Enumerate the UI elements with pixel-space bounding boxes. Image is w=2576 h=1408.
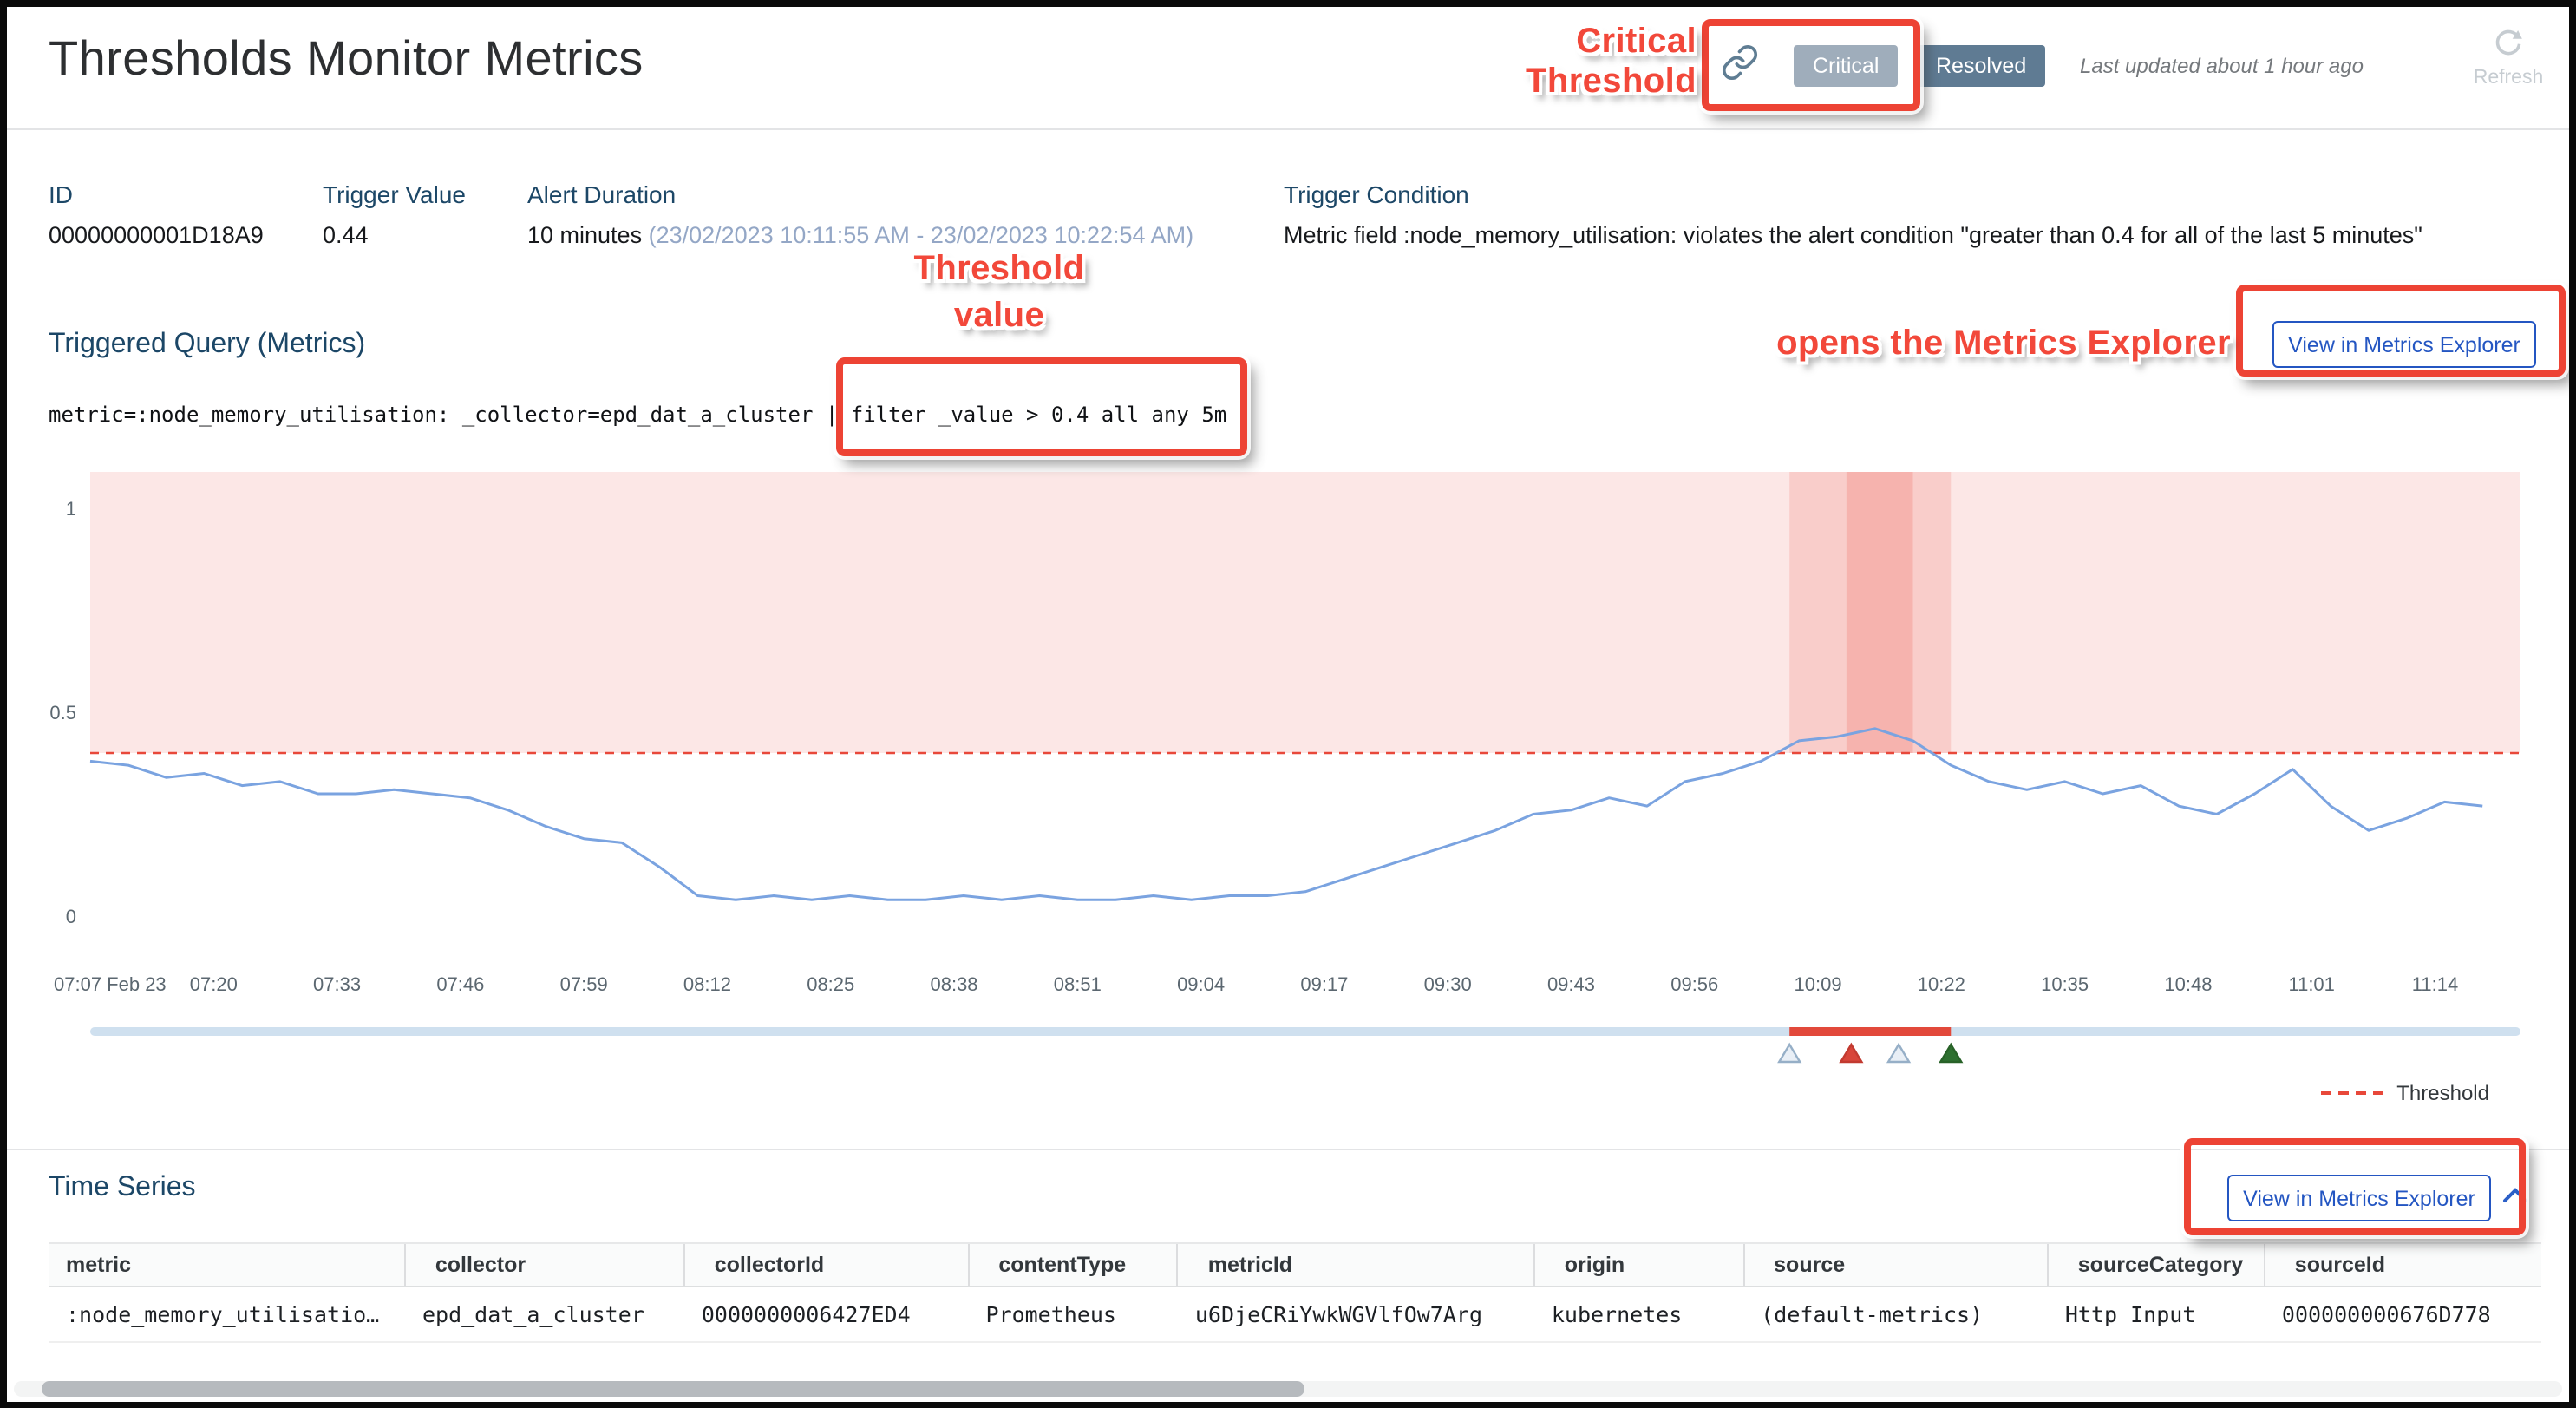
alert-duration-label: Alert Duration — [527, 180, 677, 208]
column-header-origin[interactable]: _origin — [1533, 1242, 1744, 1287]
svg-text:08:25: 08:25 — [807, 973, 854, 995]
id-label: ID — [49, 180, 73, 208]
id-value: 00000000001D18A9 — [49, 222, 264, 248]
refresh-icon — [2493, 29, 2524, 64]
column-header-collectorId[interactable]: _collectorId — [683, 1242, 969, 1287]
summary-alert-duration: Alert Duration 10 minutes (23/02/2023 10… — [527, 180, 1193, 248]
column-header-source[interactable]: _source — [1742, 1242, 2048, 1287]
chart-legend: Threshold — [2320, 1081, 2489, 1105]
table-row[interactable]: :node_memory_utilisatio… epd_dat_a_cluste… — [49, 1287, 2541, 1343]
svg-text:08:51: 08:51 — [1054, 973, 1102, 995]
last-updated-text: Last updated about 1 hour ago — [2080, 54, 2364, 78]
annotation-threshold-value: Threshold value — [913, 250, 1085, 335]
threshold-legend-label: Threshold — [2396, 1081, 2489, 1105]
horizontal-scrollbar-thumb[interactable] — [42, 1381, 1304, 1397]
svg-text:07:20: 07:20 — [190, 973, 238, 995]
metrics-chart[interactable]: 0 0.5 1 07:07 Feb 23 07:20 07:33 07:46 07:59 08:… — [49, 462, 2541, 1121]
status-badge-resolved[interactable]: Resolved — [1917, 45, 2046, 87]
svg-text:07:59: 07:59 — [560, 973, 608, 995]
svg-text:10:22: 10:22 — [1918, 973, 1965, 995]
svg-text:09:17: 09:17 — [1300, 973, 1348, 995]
horizontal-scrollbar-track[interactable] — [14, 1381, 2562, 1397]
query-prefix: metric=:node_memory_utilisation: _collec… — [49, 403, 851, 427]
column-header-metricId[interactable]: _metricId — [1176, 1242, 1534, 1287]
section-divider — [7, 1149, 2569, 1150]
query-highlighted: filter _value > 0.4 all any 5m — [850, 403, 1227, 427]
annotation-box-metrics-explorer-bottom: View in Metrics Explorer — [2184, 1138, 2526, 1235]
column-header-sourceCategory[interactable]: _sourceCategory — [2046, 1242, 2265, 1287]
svg-text:11:14: 11:14 — [2412, 973, 2458, 995]
svg-text:10:48: 10:48 — [2164, 973, 2212, 995]
event-marker-outline-blue — [1777, 1042, 1802, 1064]
annotation-box-threshold-value: filter _value > 0.4 all any 5m — [836, 357, 1247, 456]
annotation-box-metrics-explorer-top: View in Metrics Explorer — [2236, 285, 2566, 377]
svg-text:07:46: 07:46 — [436, 973, 484, 995]
alert-duration-value: 10 minutes — [527, 222, 649, 248]
annotation-critical-threshold: Critical Threshold — [1526, 23, 1697, 101]
alert-duration-range: (23/02/2023 10:11:55 AM - 23/02/2023 10:… — [648, 222, 1194, 248]
column-header-contentType[interactable]: _contentType — [967, 1242, 1178, 1287]
svg-text:07:07 Feb 23: 07:07 Feb 23 — [54, 973, 167, 995]
svg-text:08:12: 08:12 — [683, 973, 731, 995]
svg-text:10:35: 10:35 — [2041, 973, 2089, 995]
status-badge-critical[interactable]: Critical — [1794, 45, 1899, 87]
metrics-chart-svg[interactable]: 0 0.5 1 07:07 Feb 23 07:20 07:33 07:46 07:59 08:… — [49, 462, 2541, 1121]
svg-text:0: 0 — [66, 906, 76, 927]
link-icon[interactable] — [1721, 43, 1759, 82]
svg-text:09:56: 09:56 — [1670, 973, 1718, 995]
page-title: Thresholds Monitor Metrics — [49, 31, 644, 85]
svg-text:1: 1 — [66, 498, 76, 520]
svg-text:08:38: 08:38 — [930, 973, 977, 995]
view-in-metrics-explorer-button-bottom[interactable]: View in Metrics Explorer — [2227, 1175, 2491, 1221]
svg-text:09:30: 09:30 — [1424, 973, 1472, 995]
refresh-button[interactable]: Refresh — [2467, 26, 2550, 88]
event-marker-outline-blue — [1886, 1042, 1912, 1064]
triggered-query-heading: Triggered Query (Metrics) — [49, 330, 366, 359]
event-marker-filled-red — [1839, 1042, 1864, 1064]
refresh-label: Refresh — [2473, 68, 2544, 88]
column-header-sourceId[interactable]: _sourceId — [2263, 1242, 2541, 1287]
trigger-condition-value: Metric field :node_memory_utilisation: v… — [1284, 222, 2422, 248]
view-in-metrics-explorer-button-top[interactable]: View in Metrics Explorer — [2272, 321, 2536, 368]
threshold-legend-dash — [2320, 1091, 2383, 1095]
svg-text:10:09: 10:09 — [1795, 973, 1842, 995]
svg-text:09:04: 09:04 — [1177, 973, 1225, 995]
column-header-metric[interactable]: metric — [49, 1242, 405, 1287]
time-series-heading: Time Series — [49, 1173, 196, 1202]
time-series-table: metric _collector _collectorId _contentType… — [49, 1242, 2541, 1343]
summary-id: ID 00000000001D18A9 — [49, 180, 264, 248]
svg-text:07:33: 07:33 — [313, 973, 361, 995]
summary-trigger-value: Trigger Value 0.44 — [323, 180, 466, 248]
column-header-collector[interactable]: _collector — [403, 1242, 684, 1287]
trigger-condition-label: Trigger Condition — [1284, 180, 1469, 208]
svg-text:09:43: 09:43 — [1547, 973, 1595, 995]
collapse-chevron-icon[interactable] — [2501, 1182, 2529, 1215]
summary-trigger-condition: Trigger Condition Metric field :node_mem… — [1284, 180, 2422, 248]
header-divider — [7, 128, 2569, 130]
annotation-opens-metrics-explorer: opens the Metrics Explorer — [1776, 324, 2231, 363]
svg-text:0.5: 0.5 — [49, 702, 76, 724]
event-marker-filled-green — [1939, 1042, 1964, 1064]
triggered-query-text: metric=:node_memory_utilisation: _collec… — [49, 357, 1247, 456]
svg-text:11:01: 11:01 — [2288, 973, 2334, 995]
trigger-value: 0.44 — [323, 222, 369, 248]
trigger-value-label: Trigger Value — [323, 180, 466, 208]
